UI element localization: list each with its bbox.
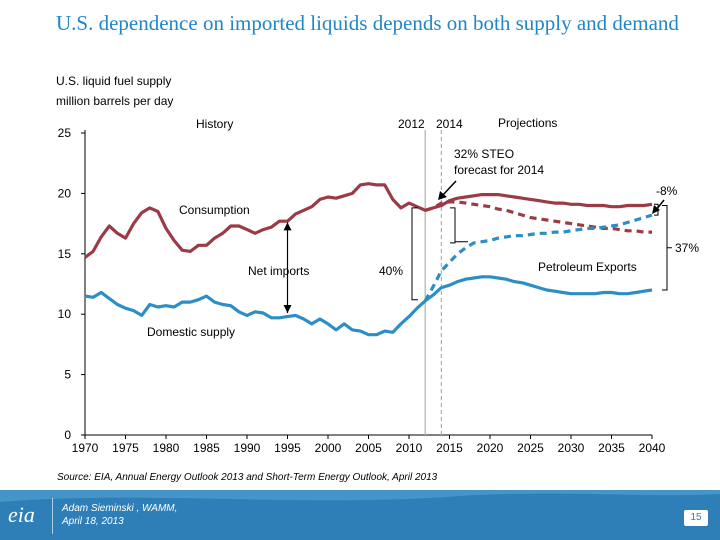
history-label: History: [196, 117, 233, 131]
year-2014-label: 2014: [436, 117, 463, 131]
footer-wave-decoration: [0, 490, 720, 502]
pct-37-label: 37%: [675, 241, 699, 255]
steo-arrow-line: [441, 180, 457, 197]
net-imports-arrow-down-head: [283, 304, 292, 313]
y-tick-label: 20: [58, 186, 72, 200]
petroleum-exports-label: Petroleum Exports: [538, 260, 637, 274]
chart-units: million barrels per day: [56, 94, 174, 108]
domestic-supply-line: [84, 275, 653, 337]
minus-8-pct-bracket: [654, 203, 659, 216]
y-tick-label: 25: [58, 126, 72, 140]
presentation-date: April 18, 2013: [62, 516, 124, 527]
eia-logo: eia: [8, 502, 35, 527]
steo-supply-line: [423, 213, 653, 302]
x-tick-label: 1975: [112, 441, 139, 455]
x-tick-label: 2035: [598, 441, 625, 455]
x-tick-label: 2040: [639, 441, 666, 455]
net-imports-arrow-up-head: [283, 222, 292, 231]
x-tick-label: 1995: [274, 441, 301, 455]
y-tick-label: 5: [64, 368, 71, 382]
consumption-line: [84, 182, 653, 259]
steo-label-line2: forecast for 2014: [454, 163, 544, 177]
footer-divider: [52, 498, 53, 534]
steo-consumption-line: [424, 200, 652, 234]
x-tick-label: 2000: [315, 441, 342, 455]
x-tick-label: 2010: [396, 441, 423, 455]
pct-37-bracket: [662, 204, 672, 291]
x-tick-label: 1970: [72, 441, 99, 455]
petroleum-exports-bracket: [450, 207, 468, 244]
steo-label-line1: 32% STEO: [454, 147, 514, 161]
slide-title: U.S. dependence on imported liquids depe…: [56, 11, 679, 35]
presenter-name: Adam Sieminski , WAMM,: [62, 503, 178, 514]
source-note: Source: EIA, Annual Energy Outlook 2013 …: [57, 472, 438, 483]
x-tick-label: 2005: [355, 441, 382, 455]
minus-8-pct-label: -8%: [656, 184, 678, 198]
page-number: 15: [684, 510, 708, 526]
consumption-label: Consumption: [179, 203, 250, 217]
y-tick-label: 15: [58, 247, 72, 261]
net-imports-label: Net imports: [248, 264, 309, 278]
y-tick-label: 0: [64, 428, 71, 442]
y-tick-label: 10: [58, 307, 72, 321]
presenter-info: Adam Sieminski , WAMM, April 18, 2013: [62, 502, 177, 528]
x-tick-label: 1980: [153, 441, 180, 455]
steo-arrow-head: [438, 191, 447, 200]
pct-40-label: 40%: [379, 264, 403, 278]
domestic-supply-label: Domestic supply: [147, 325, 235, 339]
x-tick-label: 2020: [477, 441, 504, 455]
pct-40-bracket: [411, 207, 418, 301]
x-tick-label: 1985: [193, 441, 220, 455]
footer-bar: eia Adam Sieminski , WAMM, April 18, 201…: [0, 490, 720, 540]
year-2012-label: 2012: [398, 117, 425, 131]
x-tick-label: 2025: [517, 441, 544, 455]
projections-label: Projections: [498, 116, 557, 130]
x-tick-label: 2015: [436, 441, 463, 455]
chart-subtitle: U.S. liquid fuel supply: [56, 74, 172, 88]
x-tick-label: 2030: [558, 441, 585, 455]
x-tick-label: 1990: [234, 441, 261, 455]
minus-8-pct-arrow-head: [652, 205, 660, 214]
